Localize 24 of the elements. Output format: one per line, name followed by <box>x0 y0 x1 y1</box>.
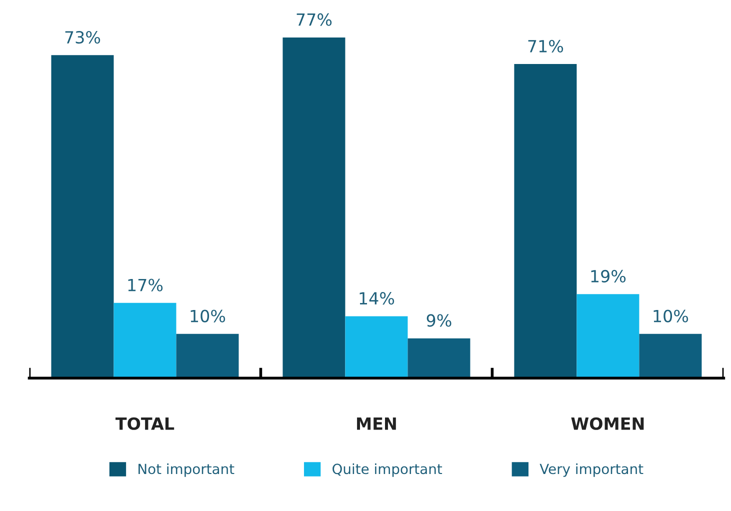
legend-label: Quite important <box>332 463 442 477</box>
bar <box>639 334 702 378</box>
data-label: 71% <box>528 40 564 52</box>
x-tick-label: TOTAL <box>115 417 174 430</box>
bar <box>345 316 408 378</box>
bar <box>576 294 640 378</box>
data-label: 14% <box>360 292 394 305</box>
bar <box>176 334 239 378</box>
bar <box>51 55 114 378</box>
data-label: 17% <box>128 278 163 292</box>
bar <box>114 302 176 378</box>
data-label: 77% <box>296 13 332 26</box>
bar <box>282 37 346 378</box>
data-label: 9% <box>426 314 452 327</box>
x-tick-label: MEN <box>357 418 396 430</box>
data-label: 10% <box>654 310 688 322</box>
legend-label: Not important <box>138 463 234 477</box>
legend-label: Very important <box>540 463 644 477</box>
x-tick-label: WOMEN <box>571 417 644 430</box>
bar <box>514 64 577 378</box>
data-label: 19% <box>591 270 626 283</box>
bar <box>408 338 470 378</box>
data-label: 10% <box>190 310 226 322</box>
data-label: 73% <box>65 31 100 44</box>
